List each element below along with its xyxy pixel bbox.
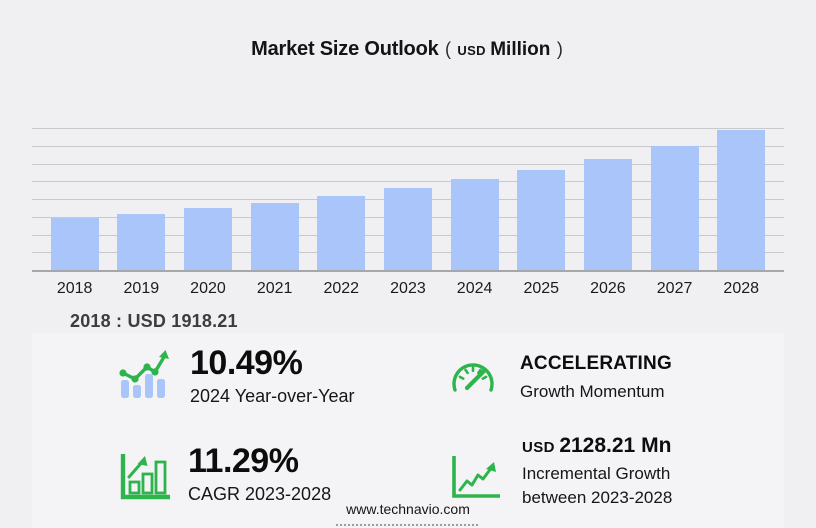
incremental-label-line1: Incremental Growth [522, 464, 671, 484]
gridline [32, 145, 784, 147]
title-paren-open: ( [444, 39, 451, 59]
gridline [32, 128, 784, 129]
title-main: Market Size Outlook [251, 38, 439, 60]
x-tick-label-2020: 2020 [190, 280, 226, 297]
title-unit: Million [490, 39, 551, 60]
bar-2025 [517, 170, 566, 270]
first-year-value-label: 2018 : USD 1918.21 [70, 311, 238, 331]
x-tick-label-2022: 2022 [323, 280, 360, 297]
x-tick-label-2019: 2019 [123, 280, 160, 297]
gridline [32, 163, 784, 165]
x-tick-label-2025: 2025 [523, 280, 560, 297]
title-currency: USD [457, 43, 486, 58]
yoy-value: 10.49% [190, 344, 303, 382]
x-tick-label-2021: 2021 [256, 280, 293, 297]
x-tick-label-2026: 2026 [590, 280, 626, 297]
yoy-label: 2024 Year-over-Year [190, 385, 355, 406]
incremental-value: USD 2128.21 Mn [522, 434, 672, 457]
bar-2019 [117, 213, 166, 270]
incremental-label-line2: between 2023-2028 [522, 487, 673, 507]
x-tick-label-2027: 2027 [656, 280, 693, 297]
chart-x-labels: 2018 2019 2020 2021 2022 2023 2024 2025 2026 2027… [32, 272, 784, 298]
bar-2022 [317, 195, 366, 270]
page-title: Market Size Outlook ( USD Million ) [0, 38, 816, 61]
stat-incremental-growth: USD 2128.21 Mn Incremental Growth betwee… [450, 434, 672, 509]
bar-2026 [583, 159, 632, 270]
x-tick-label-2028: 2028 [723, 280, 760, 297]
title-paren-close: ) [556, 39, 563, 59]
x-tick-label-2024: 2024 [456, 280, 493, 297]
bar-2018 [50, 217, 99, 270]
market-size-chart: 2018 2019 2020 2021 2022 2023 2024 2025 2026 2027… [32, 128, 784, 298]
bar-2023 [383, 187, 432, 270]
footer-website: www.technavio.com [346, 501, 470, 517]
gridline [32, 181, 784, 183]
x-axis-line [32, 270, 784, 272]
cropped-text-artifact [336, 524, 478, 526]
bar-chart-trend-icon [118, 348, 174, 405]
momentum-label: Growth Momentum [520, 381, 665, 401]
chart-plot-area [32, 128, 784, 270]
x-tick-label-2018: 2018 [56, 280, 93, 297]
bar-2027 [650, 146, 699, 270]
x-tick-label-2023: 2023 [390, 280, 426, 297]
incremental-value-amount: 2128.21 Mn [559, 434, 672, 457]
gauge-icon [450, 358, 496, 403]
bars-container [32, 128, 784, 270]
stat-cagr: 11.29% CAGR 2023-2028 [118, 442, 332, 507]
bar-2028 [717, 129, 766, 270]
bar-2020 [183, 207, 232, 270]
stat-growth-momentum: ACCELERATING Growth Momentum [450, 353, 672, 404]
momentum-value: ACCELERATING [520, 353, 672, 374]
cagr-label: CAGR 2023-2028 [188, 483, 332, 504]
incremental-value-prefix: USD [522, 439, 555, 456]
bar-2024 [450, 179, 499, 270]
incremental-label: Incremental Growth between 2023-2028 [522, 462, 672, 509]
bar-growth-arrow-icon [118, 452, 174, 507]
bar-2021 [250, 202, 299, 270]
stat-yoy-growth: 10.49% 2024 Year-over-Year [118, 344, 355, 408]
cagr-value: 11.29% [188, 442, 299, 480]
line-growth-axes-icon [450, 454, 502, 505]
